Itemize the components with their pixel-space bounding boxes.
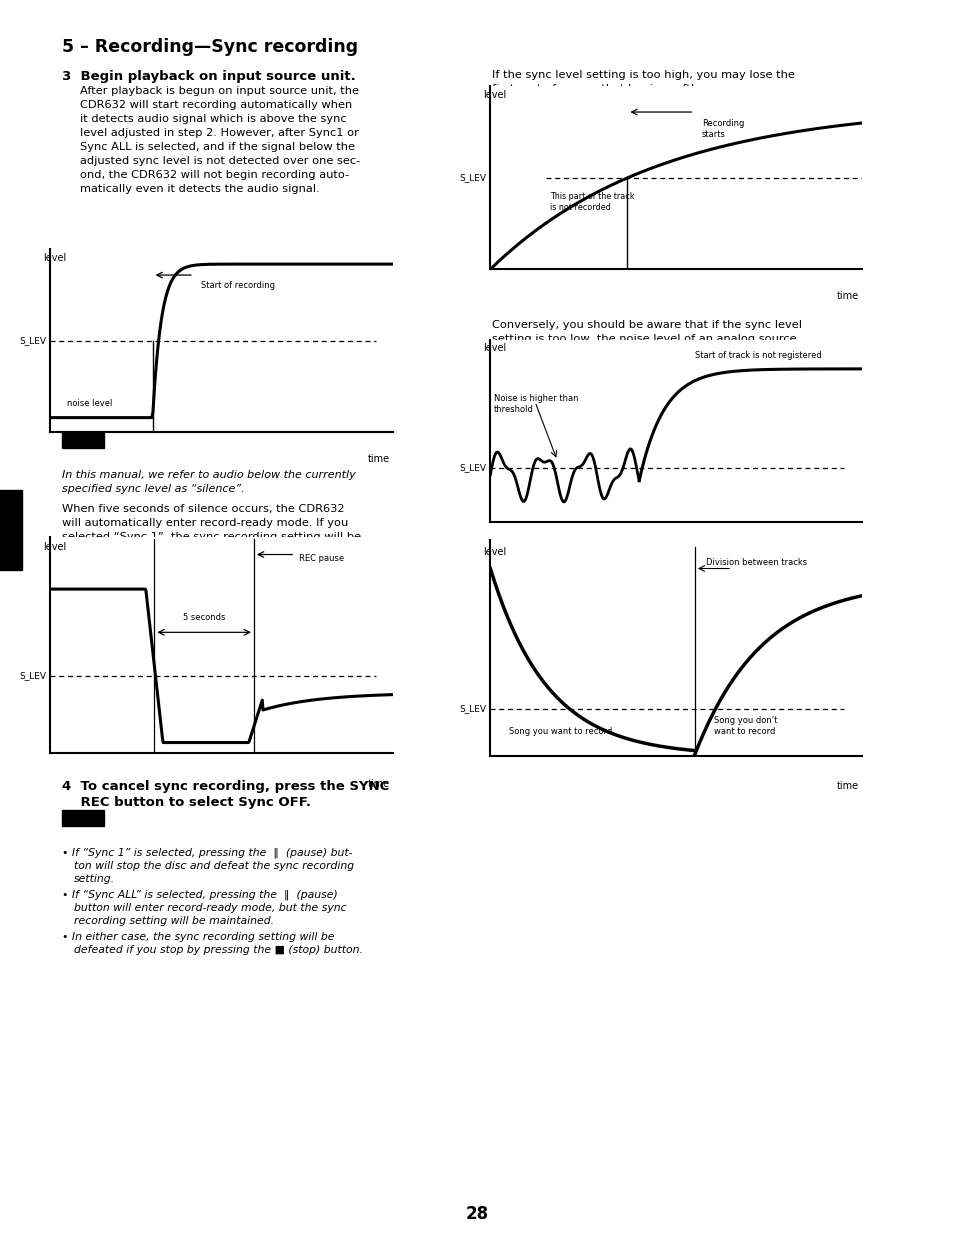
Text: 4  To cancel sync recording, press the SYNC: 4 To cancel sync recording, press the SY… [62,781,389,793]
Text: setting is too low, the noise level of an analog source: setting is too low, the noise level of a… [492,333,796,345]
Text: level: level [43,253,66,263]
Bar [0,490,22,571]
Text: Note: Note [64,839,93,848]
Text: selected “Sync 1”, the sync recording setting will be: selected “Sync 1”, the sync recording se… [62,532,361,542]
Text: specified sync level as “silence”.: specified sync level as “silence”. [62,484,244,494]
Text: If the sync level setting is too high, you may lose the: If the sync level setting is too high, y… [492,70,794,80]
Text: level: level [43,541,66,552]
Text: S_LEV: S_LEV [459,704,486,714]
Text: REC button to select Sync OFF.: REC button to select Sync OFF. [62,797,311,809]
Text: recording fails to start.: recording fails to start. [492,362,621,372]
Text: adjusted sync level is not detected over one sec-: adjusted sync level is not detected over… [80,156,360,165]
Text: may be higher than the sync level, so that sync: may be higher than the sync level, so th… [492,348,763,358]
Text: 5 – Recording—Sync recording: 5 – Recording—Sync recording [62,38,357,56]
Text: Start of recording: Start of recording [200,280,274,289]
Text: time: time [836,545,858,555]
Text: time: time [367,454,389,464]
Text: Recording
starts: Recording starts [701,120,743,138]
Text: ond, the CDR632 will not begin recording auto-: ond, the CDR632 will not begin recording… [80,170,349,180]
Text: button will enter record-ready mode, but the sync: button will enter record-ready mode, but… [74,903,346,913]
Text: 3  Begin playback on input source unit.: 3 Begin playback on input source unit. [62,70,355,83]
Text: time: time [836,291,858,301]
Text: REC pause: REC pause [298,555,343,563]
Text: Noise is higher than
threshold: Noise is higher than threshold [494,394,578,414]
Text: Start of track is not registered: Start of track is not registered [694,351,821,359]
Text: matically even it detects the audio signal.: matically even it detects the audio sign… [80,184,319,194]
Text: defeated if you stop by pressing the ■ (stop) button.: defeated if you stop by pressing the ■ (… [74,945,363,955]
Text: level: level [482,90,506,100]
Text: level adjusted in step 2. However, after Sync1 or: level adjusted in step 2. However, after… [80,128,358,138]
Text: Conversely, you should be aware that if the sync level: Conversely, you should be aware that if … [492,320,801,330]
Text: ENGLISH: ENGLISH [7,588,15,632]
Text: • If “Sync ALL” is selected, pressing the  ‖  (pause): • If “Sync ALL” is selected, pressing th… [62,890,337,900]
Text: • If “Sync 1” is selected, pressing the  ‖  (pause) but-: • If “Sync 1” is selected, pressing the … [62,848,352,858]
Text: Division between tracks: Division between tracks [705,558,806,567]
Text: defeated.: defeated. [62,546,116,556]
Text: level: level [482,547,506,557]
Text: level: level [482,343,506,353]
Text: • In either case, the sync recording setting will be: • In either case, the sync recording set… [62,932,335,942]
Text: When five seconds of silence occurs, the CDR632: When five seconds of silence occurs, the… [62,504,344,514]
Text: time: time [367,779,389,789]
Text: S_LEV: S_LEV [19,671,46,680]
Text: 5 seconds: 5 seconds [183,613,225,621]
Text: first part of a song that begins softly.: first part of a song that begins softly. [492,84,702,94]
Text: Song you want to record: Song you want to record [509,727,612,736]
Text: In this manual, we refer to audio below the currently: In this manual, we refer to audio below … [62,471,355,480]
Text: time: time [836,781,858,792]
Text: S_LEV: S_LEV [19,336,46,346]
Bar [62,432,104,448]
Text: CDR632 will start recording automatically when: CDR632 will start recording automaticall… [80,100,352,110]
Text: setting.: setting. [74,874,115,884]
Text: Note: Note [64,461,93,471]
Text: S_LEV: S_LEV [459,463,486,472]
Text: noise level: noise level [67,399,112,409]
Text: Sync ALL is selected, and if the signal below the: Sync ALL is selected, and if the signal … [80,142,355,152]
Text: This part of the track
is not recorded: This part of the track is not recorded [549,193,634,212]
Text: recording setting will be maintained.: recording setting will be maintained. [74,916,274,926]
Text: S_LEV: S_LEV [459,173,486,183]
Text: ton will stop the disc and defeat the sync recording: ton will stop the disc and defeat the sy… [74,861,354,871]
Text: Song you don’t
want to record: Song you don’t want to record [713,716,777,736]
Text: will automatically enter record-ready mode. If you: will automatically enter record-ready mo… [62,517,348,529]
Text: After playback is begun on input source unit, the: After playback is begun on input source … [80,86,358,96]
Text: it detects audio signal which is above the sync: it detects audio signal which is above t… [80,114,346,124]
Text: 28: 28 [465,1205,488,1223]
Bar [62,810,104,826]
